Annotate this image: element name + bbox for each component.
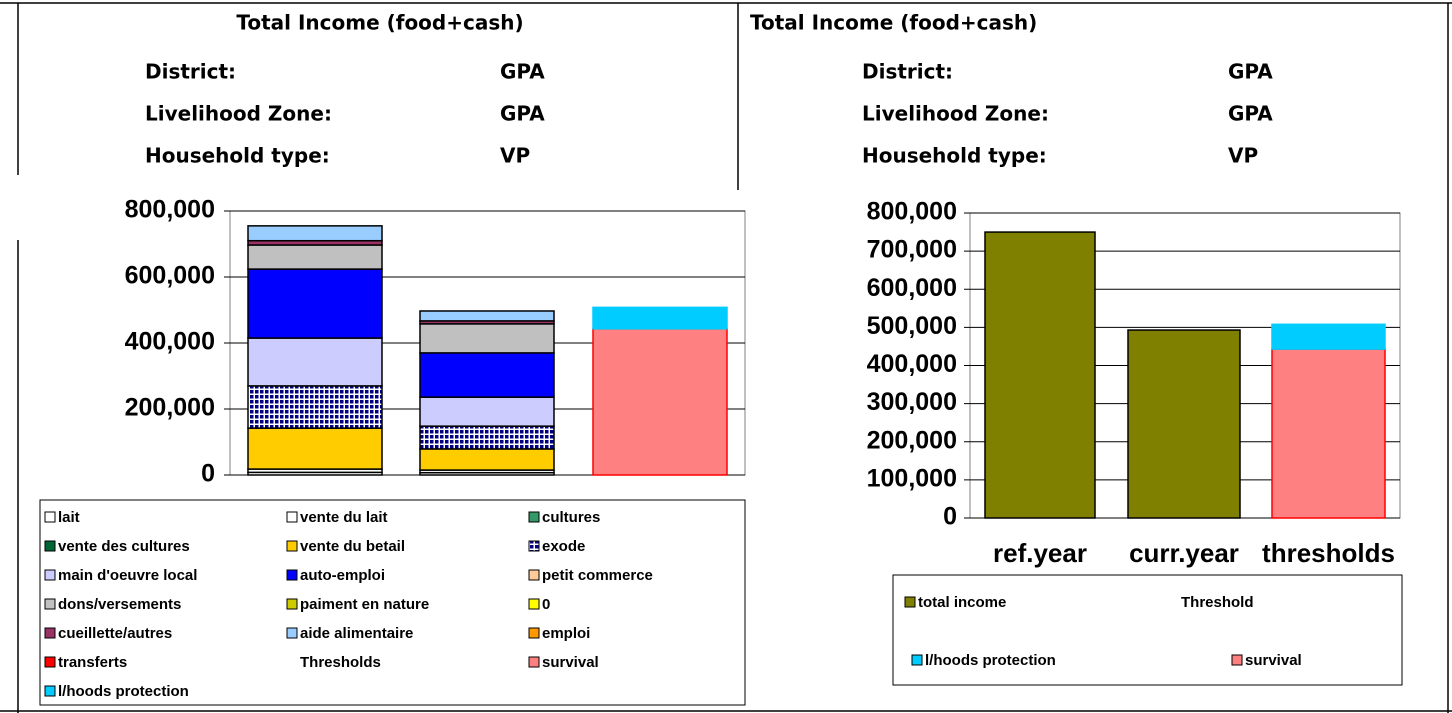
field-value: GPA — [500, 60, 545, 84]
y-tick-label: 400,000 — [125, 328, 215, 356]
legend-swatch — [286, 598, 298, 610]
legend-label: transferts — [58, 654, 127, 671]
bar-segment — [247, 427, 383, 470]
legend-box — [39, 499, 746, 706]
legend-label: exode — [542, 538, 585, 555]
legend-swatch — [44, 569, 56, 581]
panel-title: Total Income (food+cash) — [236, 11, 523, 35]
legend-swatch — [528, 656, 540, 668]
bar-segment — [1271, 323, 1386, 350]
bar-segment — [247, 268, 383, 339]
y-tick-label: 100,000 — [867, 464, 957, 492]
bar-segment — [592, 306, 728, 330]
bar-segment — [419, 425, 555, 450]
legend-label: aide alimentaire — [300, 625, 413, 642]
field-value: VP — [500, 144, 530, 168]
bar-segment — [247, 225, 383, 242]
panel-title: Total Income (food+cash) — [750, 11, 1037, 35]
legend-label: Thresholds — [300, 654, 381, 671]
y-tick-label: 0 — [943, 503, 957, 531]
bar-segment — [247, 244, 383, 270]
field-label: Livelihood Zone: — [862, 102, 1049, 126]
x-tick-label: ref.year — [993, 538, 1087, 568]
legend-label: paiment en nature — [300, 596, 429, 613]
legend-label: l/hoods protection — [925, 652, 1056, 669]
legend-label: dons/versements — [58, 596, 181, 613]
bar-segment — [419, 448, 555, 471]
bar-segment — [247, 385, 383, 429]
bar-segment — [419, 396, 555, 427]
field-value: GPA — [1228, 60, 1273, 84]
y-tick-label: 300,000 — [867, 388, 957, 416]
bar-segment — [419, 310, 555, 322]
legend-swatch — [286, 627, 298, 639]
legend-swatch — [528, 569, 540, 581]
legend-label: lait — [58, 509, 80, 526]
legend-swatch — [44, 598, 56, 610]
bar-segment — [592, 328, 728, 476]
legend-label: l/hoods protection — [58, 683, 189, 700]
field-label: Livelihood Zone: — [145, 102, 332, 126]
x-tick-label: curr.year — [1129, 538, 1239, 568]
y-tick-label: 500,000 — [867, 312, 957, 340]
legend-label: survival — [542, 654, 599, 671]
legend-swatch — [286, 540, 298, 552]
legend-label: petit commerce — [542, 567, 653, 584]
y-tick-label: 200,000 — [867, 426, 957, 454]
bar-segment — [984, 231, 1096, 519]
legend-swatch — [44, 656, 56, 668]
field-value: GPA — [1228, 102, 1273, 126]
legend-label: vente du betail — [300, 538, 405, 555]
field-label: District: — [145, 60, 236, 84]
legend-swatch — [44, 627, 56, 639]
legend-swatch — [911, 654, 923, 666]
legend-label: survival — [1245, 652, 1302, 669]
legend-swatch — [44, 511, 56, 523]
legend-swatch — [44, 540, 56, 552]
legend-swatch — [528, 540, 540, 552]
legend-swatch — [1231, 654, 1243, 666]
legend-label: Threshold — [1181, 594, 1254, 611]
bar-segment — [247, 337, 383, 387]
y-tick-label: 600,000 — [867, 274, 957, 302]
legend-label: vente du lait — [300, 509, 388, 526]
legend-swatch — [528, 598, 540, 610]
bar-segment — [419, 323, 555, 354]
legend-label: vente des cultures — [58, 538, 190, 555]
legend-label: cultures — [542, 509, 600, 526]
legend-label: main d'oeuvre local — [58, 567, 197, 584]
legend-label: total income — [918, 594, 1006, 611]
field-label: Household type: — [862, 144, 1047, 168]
bar-segment — [1271, 348, 1386, 519]
y-tick-label: 400,000 — [867, 350, 957, 378]
bar-segment — [1127, 329, 1241, 519]
y-tick-label: 200,000 — [125, 394, 215, 422]
x-tick-label: thresholds — [1262, 538, 1395, 568]
legend-box — [892, 574, 1403, 686]
legend-label: 0 — [542, 596, 550, 613]
legend-swatch — [528, 627, 540, 639]
field-label: Household type: — [145, 144, 330, 168]
y-tick-label: 700,000 — [867, 236, 957, 264]
field-value: VP — [1228, 144, 1258, 168]
legend-swatch — [44, 685, 56, 697]
legend-label: cueillette/autres — [58, 625, 172, 642]
y-tick-label: 0 — [201, 460, 215, 488]
field-label: District: — [862, 60, 953, 84]
y-tick-label: 600,000 — [125, 262, 215, 290]
field-value: GPA — [500, 102, 545, 126]
bar-segment — [419, 352, 555, 398]
legend-label: auto-emploi — [300, 567, 385, 584]
legend-swatch — [286, 569, 298, 581]
y-tick-label: 800,000 — [125, 196, 215, 224]
legend-swatch — [904, 596, 916, 608]
legend-label: emploi — [542, 625, 590, 642]
legend-swatch — [528, 511, 540, 523]
y-tick-label: 800,000 — [867, 198, 957, 226]
legend-swatch — [286, 511, 298, 523]
